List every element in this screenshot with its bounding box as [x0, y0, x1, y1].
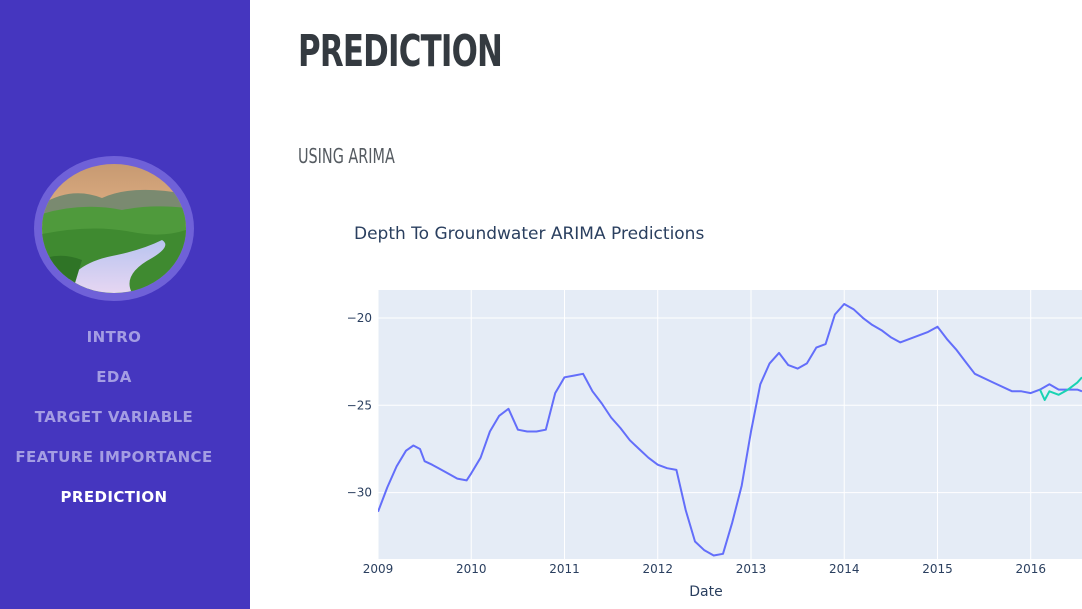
profile-image-frame [34, 156, 194, 301]
nav-item-feature-importance[interactable]: FEATURE IMPORTANCE [15, 448, 213, 466]
sidebar: INTRO EDA TARGET VARIABLE FEATURE IMPORT… [0, 0, 250, 609]
landscape-image [42, 164, 186, 293]
y-tick-label: −30 [347, 486, 372, 500]
nav-item-prediction[interactable]: PREDICTION [60, 488, 168, 506]
groundwater-prediction-chart[interactable]: 2009 2010 2011 2012 2013 2014 2015 2016 −20 −25 −3… [250, 270, 1082, 609]
x-tick-label: 2009 [363, 562, 394, 576]
x-tick-label: 2016 [1015, 562, 1046, 576]
nav-item-intro[interactable]: INTRO [86, 328, 142, 346]
x-tick-label: 2015 [922, 562, 953, 576]
nav-item-eda[interactable]: EDA [96, 368, 132, 386]
x-axis-label: Date [689, 584, 722, 600]
y-tick-label: −25 [347, 398, 372, 412]
series-line-1 [1039, 376, 1082, 401]
series-line-0 [378, 303, 1082, 557]
sidebar-nav: INTRO EDA TARGET VARIABLE FEATURE IMPORT… [0, 327, 228, 527]
nav-item-target-variable[interactable]: TARGET VARIABLE [34, 408, 194, 426]
chart-title: Depth To Groundwater ARIMA Predictions [354, 224, 705, 244]
main-content: PREDICTION USING ARIMA Depth To Groundwa… [250, 0, 1082, 609]
x-tick-label: 2010 [456, 562, 487, 576]
x-tick-label: 2011 [549, 562, 580, 576]
page-title: PREDICTION [298, 26, 503, 77]
y-tick-label: −20 [347, 311, 372, 325]
x-tick-label: 2012 [642, 562, 673, 576]
x-tick-label: 2014 [829, 562, 860, 576]
x-tick-label: 2013 [736, 562, 767, 576]
section-title: USING ARIMA [298, 144, 395, 168]
plot-area [378, 290, 1082, 559]
